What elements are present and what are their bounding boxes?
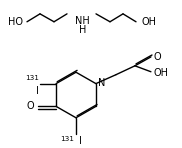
Text: NH: NH — [75, 16, 89, 26]
Text: OH: OH — [142, 17, 157, 27]
Text: 131: 131 — [60, 136, 74, 142]
Text: 131: 131 — [25, 75, 39, 81]
Text: O: O — [26, 101, 34, 111]
Text: H: H — [79, 25, 87, 35]
Text: N: N — [98, 78, 105, 88]
Text: O: O — [154, 52, 162, 62]
Text: HO: HO — [8, 17, 23, 27]
Text: I: I — [79, 136, 82, 146]
Text: OH: OH — [154, 68, 169, 78]
Text: I: I — [36, 86, 39, 96]
